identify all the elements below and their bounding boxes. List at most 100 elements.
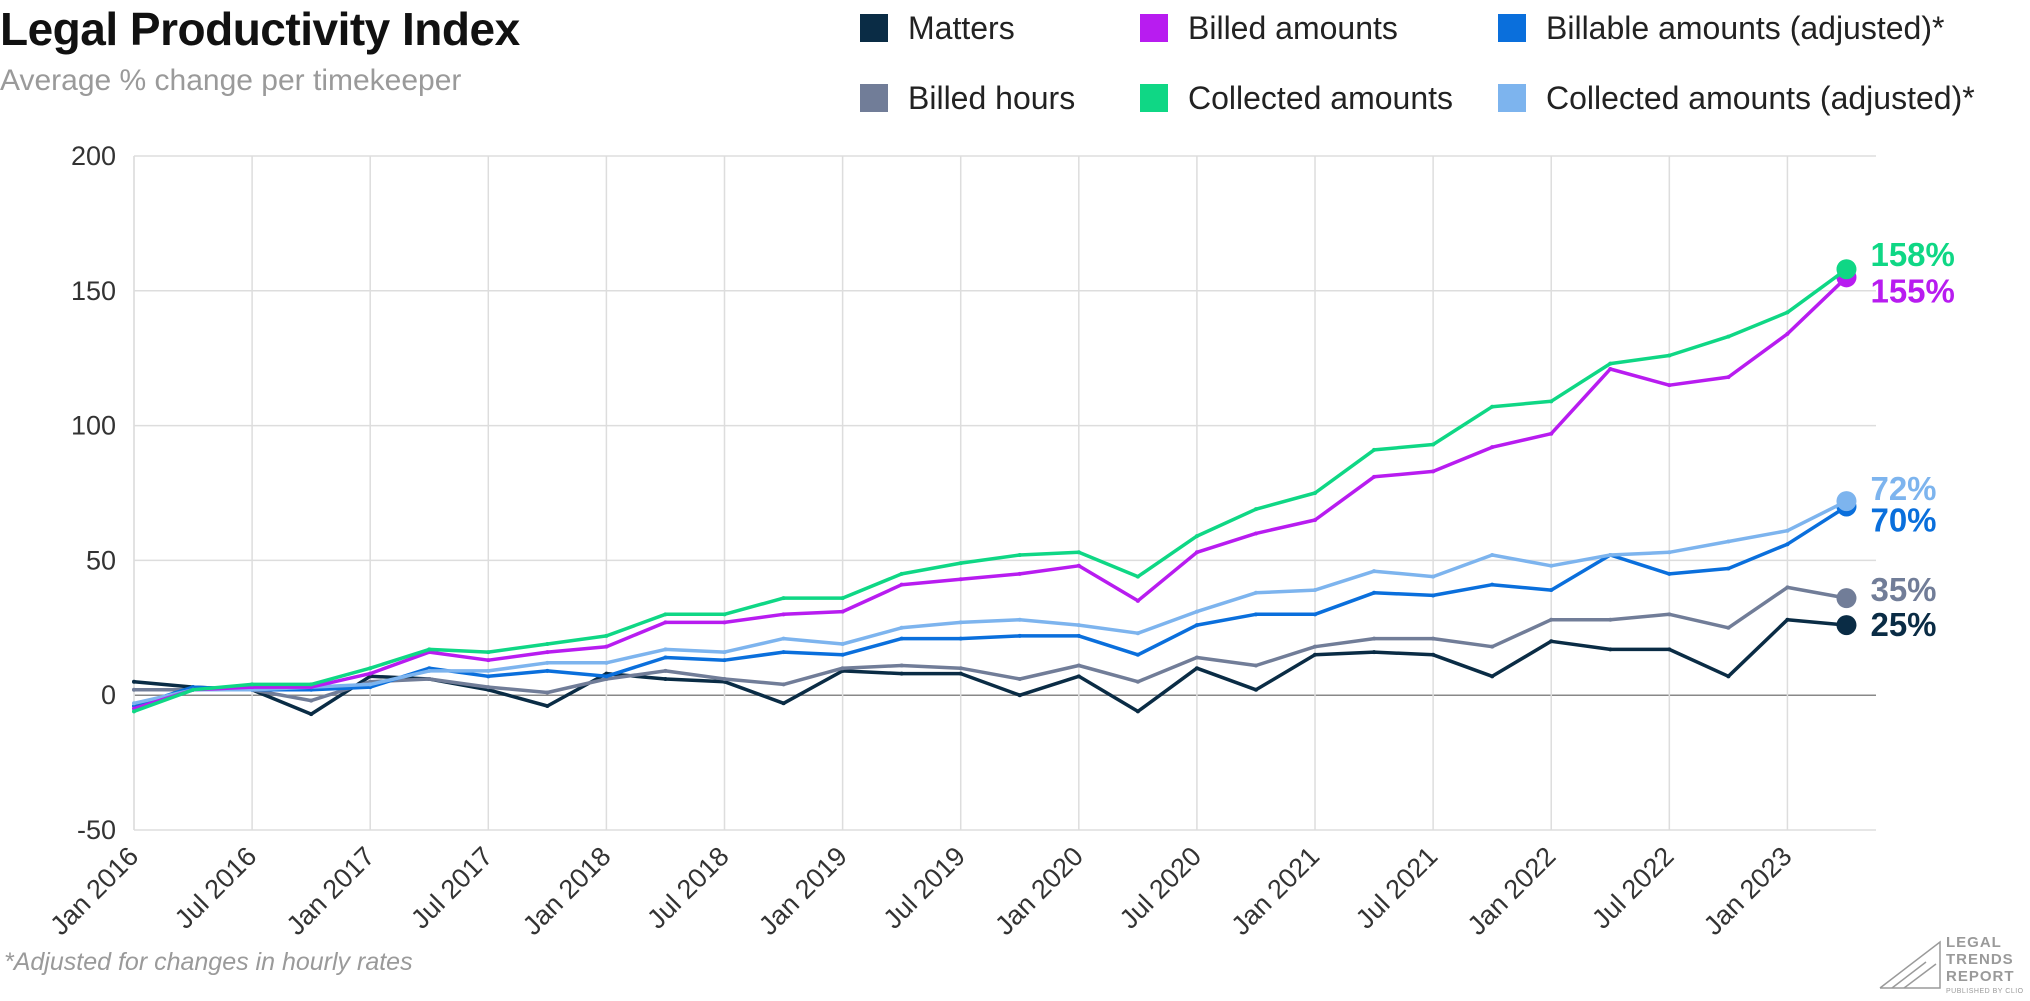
x-tick-label: Jan 2016 (44, 841, 144, 941)
x-tick-label: Jan 2022 (1462, 841, 1562, 941)
end-label-billable-amounts-adjusted: 70% (1870, 501, 1936, 538)
data-point-billable-amounts-adjusted (545, 668, 550, 673)
data-point-collected-amounts-adjusted (1490, 553, 1495, 558)
data-point-billable-amounts-adjusted (663, 655, 668, 660)
data-point-collected-amounts (840, 596, 845, 601)
data-point-billed-amounts (1785, 331, 1790, 336)
data-point-billed-hours (1608, 617, 1613, 622)
chart-subtitle: Average % change per timekeeper (0, 64, 462, 97)
data-point-billed-amounts (1490, 445, 1495, 450)
y-tick-label: 150 (71, 276, 116, 306)
y-tick-label: 0 (101, 680, 116, 710)
data-point-collected-amounts-adjusted (1194, 609, 1199, 614)
data-point-billable-amounts-adjusted (486, 674, 491, 679)
series-line-billed-hours (132, 585, 1849, 703)
data-point-billed-amounts (1372, 474, 1377, 479)
data-point-billable-amounts-adjusted (1726, 566, 1731, 571)
data-point-matters (1608, 647, 1613, 652)
y-tick-label: 100 (71, 411, 116, 441)
x-tick-label: Jul 2018 (641, 841, 734, 934)
legend-item-matters: Matters (860, 8, 1015, 48)
series-line-billed-amounts (132, 275, 1849, 711)
data-point-collected-amounts-adjusted (958, 620, 963, 625)
data-point-billed-hours (1726, 625, 1731, 630)
x-tick-label: Jul 2021 (1350, 841, 1443, 934)
data-point-billable-amounts-adjusted (899, 636, 904, 641)
x-tick-label: Jul 2016 (169, 841, 262, 934)
series-line-billable-amounts-adjusted (132, 504, 1849, 708)
data-point-collected-amounts (722, 612, 727, 617)
data-point-collected-amounts (1836, 259, 1857, 280)
data-point-billed-hours (1785, 585, 1790, 590)
end-label-matters: 25% (1870, 606, 1936, 643)
data-point-collected-amounts (1667, 353, 1672, 358)
logo-subtitle: PUBLISHED BY CLIO (1946, 988, 2024, 995)
data-point-collected-amounts (1076, 550, 1081, 555)
data-point-collected-amounts-adjusted (663, 647, 668, 652)
data-point-matters (1372, 650, 1377, 655)
data-point-billable-amounts-adjusted (958, 636, 963, 641)
x-tick-label: Jul 2020 (1114, 841, 1207, 934)
data-point-collected-amounts (1253, 507, 1258, 512)
data-point-billed-amounts (1194, 550, 1199, 555)
data-point-collected-amounts-adjusted (1313, 588, 1318, 593)
series-line-collected-amounts-adjusted (132, 499, 1849, 706)
end-label-billed-hours: 35% (1870, 571, 1936, 608)
data-point-billable-amounts-adjusted (1194, 623, 1199, 628)
logo-line-2: TRENDS (1946, 951, 2014, 968)
data-point-billable-amounts-adjusted (1253, 612, 1258, 617)
x-tick-label: Jan 2017 (281, 841, 381, 941)
data-point-matters (1785, 617, 1790, 622)
data-point-billable-amounts-adjusted (604, 674, 609, 679)
legend-item-collected-amounts-adjusted: Collected amounts (adjusted)* (1498, 78, 1975, 118)
x-tick-label: Jan 2020 (989, 841, 1089, 941)
data-point-billed-amounts (781, 612, 786, 617)
data-point-billed-hours (545, 690, 550, 695)
data-point-billed-hours (1313, 644, 1318, 649)
data-point-collected-amounts-adjusted (132, 701, 136, 706)
data-point-billable-amounts-adjusted (840, 652, 845, 657)
data-point-billed-hours (486, 685, 491, 690)
data-point-collected-amounts (604, 633, 609, 638)
legal-trends-report-logo: LEGAL TRENDS REPORT PUBLISHED BY CLIO (1878, 934, 2024, 998)
data-point-collected-amounts-adjusted (1785, 528, 1790, 533)
data-point-billable-amounts-adjusted (1017, 633, 1022, 638)
data-point-collected-amounts (1726, 334, 1731, 339)
data-point-billed-amounts (899, 582, 904, 587)
data-point-billed-hours (958, 666, 963, 671)
data-point-matters (899, 671, 904, 676)
data-point-collected-amounts-adjusted (545, 660, 550, 665)
logo-mark-icon (1879, 940, 1941, 989)
data-point-billed-hours (132, 687, 136, 692)
data-point-billed-hours (840, 666, 845, 671)
logo-line-3: REPORT (1946, 968, 2015, 985)
data-point-billed-hours (1076, 663, 1081, 668)
data-point-matters (958, 671, 963, 676)
legend-label: Collected amounts (1188, 79, 1454, 116)
data-point-matters (1313, 652, 1318, 657)
data-point-matters (309, 712, 314, 717)
data-point-matters (781, 701, 786, 706)
legend-label: Billed amounts (1188, 9, 1398, 46)
data-point-collected-amounts (486, 650, 491, 655)
data-point-collected-amounts-adjusted (1431, 574, 1436, 579)
data-point-billed-hours (1667, 612, 1672, 617)
footnote: *Adjusted for changes in hourly rates (4, 948, 413, 976)
data-point-matters (132, 679, 136, 684)
data-point-collected-amounts-adjusted (1253, 590, 1258, 595)
data-point-collected-amounts (1608, 361, 1613, 366)
data-point-billable-amounts-adjusted (1549, 588, 1554, 593)
data-point-billed-amounts (1135, 598, 1140, 603)
data-point-billed-hours (427, 677, 432, 682)
data-point-collected-amounts-adjusted (1076, 623, 1081, 628)
y-tick-label: -50 (77, 815, 116, 845)
data-point-collected-amounts (663, 612, 668, 617)
data-point-billable-amounts-adjusted (1372, 590, 1377, 595)
data-point-billed-amounts (722, 620, 727, 625)
data-point-collected-amounts-adjusted (427, 668, 432, 673)
data-point-billable-amounts-adjusted (1431, 593, 1436, 598)
data-point-collected-amounts (899, 571, 904, 576)
x-tick-label: Jan 2019 (753, 841, 853, 941)
data-point-matters (1431, 652, 1436, 657)
end-label-collected-amounts-adjusted: 72% (1870, 470, 1936, 507)
